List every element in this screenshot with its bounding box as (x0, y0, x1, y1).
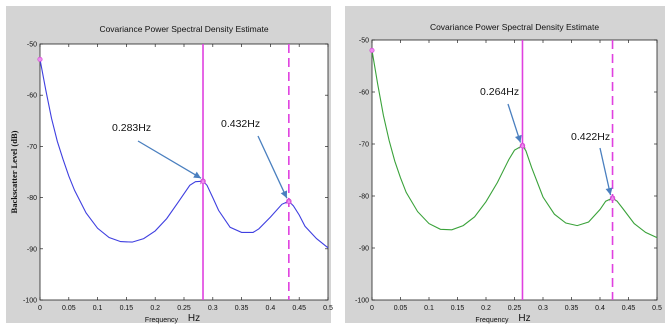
x-tick-label: 0.4 (266, 305, 276, 312)
peak-point-caret (199, 177, 207, 185)
peak-annotation-label: 0.422Hz (571, 131, 610, 143)
y-tick-label: -90 (27, 246, 37, 253)
annotation-arrow-head (605, 187, 613, 196)
annotation-arrow-line (257, 135, 288, 199)
peak-annotation-label: 0.432Hz (221, 118, 260, 130)
x-tick-label: 0.3 (208, 305, 218, 312)
y-tick-label: -60 (359, 90, 369, 97)
y-tick-label: -90 (359, 246, 369, 253)
y-tick-label: -70 (27, 144, 37, 151)
y-tick-label: -50 (27, 42, 37, 49)
y-tick-label: -80 (27, 195, 37, 202)
x-tick-label: 0.25 (177, 305, 191, 312)
annotation-arrow-head (280, 190, 288, 199)
annotation-arrow-line (599, 147, 612, 196)
x-tick-label: 0.15 (120, 305, 134, 312)
peak-point-caret (609, 194, 616, 202)
x-tick-label: 0.3 (538, 305, 548, 312)
x-tick-label: 0.15 (451, 305, 465, 312)
x-tick-label: 0.05 (62, 305, 76, 312)
y-tick-label: -100 (355, 298, 369, 305)
x-tick-label: 0.05 (394, 305, 408, 312)
peak-annotation-label: 0.283Hz (112, 122, 151, 134)
chart-panel-right: Covariance Power Spectral Density Estima… (345, 6, 665, 324)
x-tick-label: 0.1 (424, 305, 434, 312)
plot-area (39, 43, 329, 301)
chart-panel-left: Covariance Power Spectral Density Estima… (6, 6, 333, 324)
y-axis-label: Backscatter Level (dB) (9, 130, 19, 213)
x-axis-unit: Hz (518, 313, 530, 324)
chart-title: Covariance Power Spectral Density Estima… (430, 22, 599, 32)
x-axis-unit: Hz (188, 313, 200, 324)
y-tick-label: -80 (359, 194, 369, 201)
y-tick-label: -50 (359, 38, 369, 45)
chart-title: Covariance Power Spectral Density Estima… (99, 24, 268, 34)
x-axis-label: Frequency (145, 317, 179, 324)
x-tick-label: 0.35 (565, 305, 579, 312)
x-tick-label: 0 (370, 305, 374, 312)
x-axis-label: Frequency (475, 317, 509, 324)
y-tick-label: -60 (27, 93, 37, 100)
y-tick-label: -70 (359, 142, 369, 149)
x-tick-label: 0.1 (93, 305, 103, 312)
plot-area (371, 39, 658, 301)
x-tick-label: 0.5 (652, 305, 662, 312)
x-tick-label: 0.25 (508, 305, 522, 312)
series-line (39, 59, 329, 249)
x-tick-label: 0.2 (481, 305, 491, 312)
x-tick-label: 0.5 (323, 305, 333, 312)
data-point-start (369, 47, 375, 53)
annotation-arrow-head (193, 171, 202, 179)
peak-annotation-label: 0.264Hz (480, 86, 519, 98)
x-tick-label: 0 (38, 305, 42, 312)
x-tick-label: 0.45 (622, 305, 636, 312)
peak-point-caret (519, 141, 526, 149)
data-point-start (37, 56, 43, 62)
x-tick-label: 0.2 (150, 305, 160, 312)
y-tick-label: -100 (23, 298, 37, 305)
x-tick-label: 0.45 (292, 305, 306, 312)
annotation-arrow-line (137, 140, 202, 179)
peak-point-caret (285, 197, 293, 205)
x-tick-label: 0.35 (235, 305, 249, 312)
annotation-arrow-head (514, 134, 522, 143)
x-tick-label: 0.4 (595, 305, 605, 312)
